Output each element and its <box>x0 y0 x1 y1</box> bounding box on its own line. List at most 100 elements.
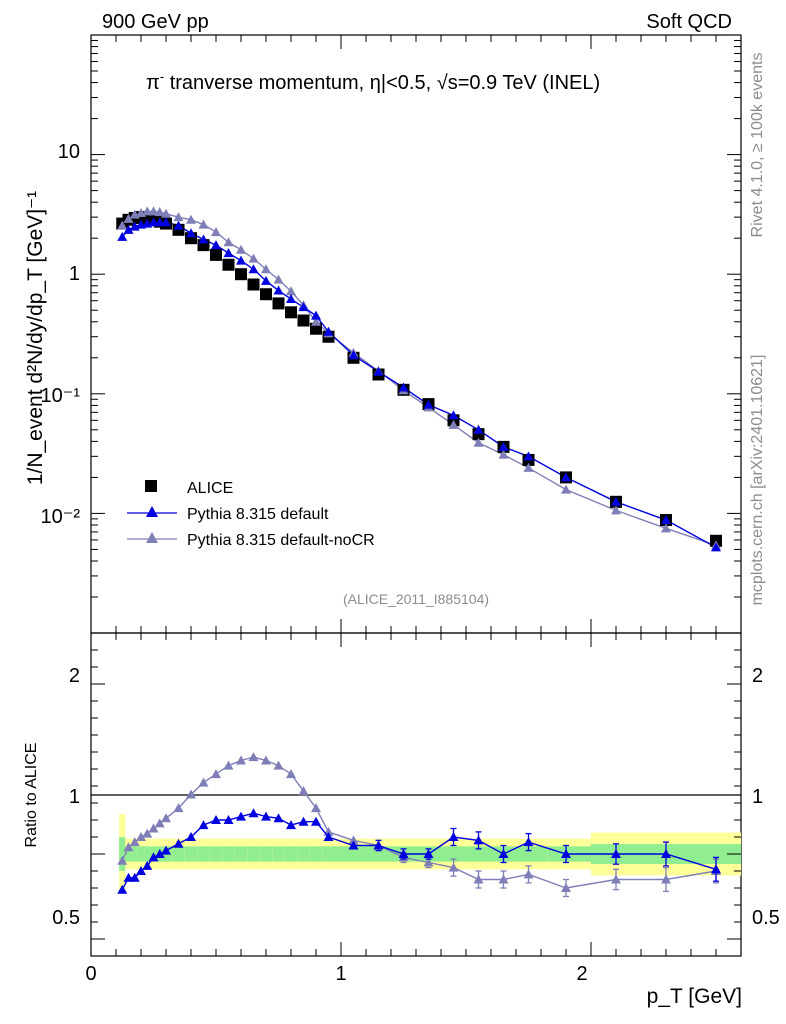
ratio-nocr-point <box>236 755 246 765</box>
ratio-default-point <box>661 849 671 858</box>
title-eta: η|<0.5, <box>370 72 437 94</box>
ratio-default-point <box>211 815 221 824</box>
default-point <box>286 294 296 304</box>
ratio-nocr-point <box>448 862 459 872</box>
nocr-point <box>661 523 671 533</box>
ratio-tick-label-left: 2 <box>69 665 80 687</box>
ratio-default-point <box>611 849 621 858</box>
nocr-point <box>561 484 571 494</box>
nocr-point <box>223 237 234 247</box>
nocr-point <box>286 286 296 296</box>
ratio-default-point <box>117 884 128 894</box>
x-tick-label: 1 <box>335 963 346 985</box>
default-point <box>373 366 384 376</box>
ratio-nocr-point <box>298 786 309 796</box>
band-inner <box>125 846 132 862</box>
legend-label: Pythia 8.315 default <box>187 506 329 523</box>
analysis-tag: (ALICE_2011_I885104) <box>343 591 489 607</box>
ratio-nocr-point <box>223 760 234 770</box>
ratio-nocr-point <box>286 769 296 779</box>
ratio-nocr-point <box>129 837 140 847</box>
main-y-tick-labels: 10 1 10⁻¹ 10⁻² <box>41 141 81 528</box>
nocr-point <box>161 208 171 218</box>
band-inner <box>119 837 126 871</box>
alice-point <box>285 306 297 319</box>
band-inner <box>234 846 248 862</box>
band-inner <box>441 846 466 862</box>
default-point <box>211 240 221 250</box>
ratio-nocr-point <box>661 874 671 884</box>
ratio-nocr-point <box>198 777 209 787</box>
alice-point <box>247 278 260 291</box>
band-inner <box>144 846 151 862</box>
y-axis-label: 1/N_event d²N/dy/dp_T [GeV]⁻¹ <box>24 191 47 485</box>
band-inner <box>284 846 298 862</box>
x-axis-label: p_T [GeV] <box>647 985 742 1008</box>
default-line <box>121 221 717 548</box>
ratio-default-point <box>173 838 184 848</box>
ratio-nocr-point <box>311 803 321 813</box>
ratio-default-point <box>473 835 484 845</box>
ratio-default-point <box>373 840 384 850</box>
default-point <box>248 264 259 274</box>
default-point <box>398 382 409 392</box>
nocr-point <box>498 449 509 459</box>
ratio-tick-label-right: 2 <box>752 665 763 687</box>
rivet-label: Rivet 4.1.0, ≥ 100k events <box>749 53 766 238</box>
ratio-default-point <box>498 849 509 858</box>
ratio-default-point <box>198 820 209 830</box>
legend-marker-default <box>146 506 158 517</box>
band-inner <box>137 846 145 862</box>
default-point <box>173 220 184 230</box>
band-inner <box>197 846 210 862</box>
ratio-nocr-point <box>186 789 196 799</box>
default-point <box>423 399 434 409</box>
ratio-default-point <box>311 816 321 826</box>
default-point <box>236 255 246 265</box>
default-point <box>523 451 534 461</box>
ratio-nocr-point <box>123 842 134 852</box>
ratio-nocr-point <box>161 813 171 823</box>
default-point <box>186 228 196 238</box>
band-inner <box>466 846 491 862</box>
alice-point <box>272 297 285 310</box>
nocr-point <box>117 220 128 230</box>
ratio-y-axis-label: Ratio to ALICE <box>23 743 40 848</box>
ratio-nocr-point <box>261 755 271 765</box>
default-point <box>711 542 721 552</box>
ratio-nocr-point <box>498 874 509 884</box>
default-point <box>311 310 321 320</box>
title-pi: π <box>146 72 160 94</box>
y-tick-label: 10⁻² <box>41 506 81 528</box>
ratio-nocr-point <box>142 828 153 838</box>
nocr-point <box>248 253 259 263</box>
ratio-nocr-point <box>136 832 146 841</box>
legend: ALICE Pythia 8.315 default Pythia 8.315 … <box>127 480 375 549</box>
ratio-y-tick-labels: 2 1 0.5 2 1 0.5 <box>52 665 780 929</box>
band-inner <box>309 846 323 862</box>
alice-point <box>297 314 310 327</box>
nocr-point <box>198 219 209 229</box>
ratio-tick-label-left: 1 <box>69 786 80 808</box>
band-inner <box>272 846 285 862</box>
ratio-tick-label-left: 0.5 <box>52 907 80 929</box>
ratio-default-point <box>154 849 165 858</box>
band-inner <box>209 846 223 862</box>
ratio-nocr-point <box>423 857 434 867</box>
header-left: 900 GeV pp <box>102 11 209 33</box>
band-inner <box>184 846 198 862</box>
title-s: s=0.9 TeV (INEL) <box>448 72 600 94</box>
ratio-nocr-point <box>117 855 128 865</box>
ratio-default-point <box>711 864 721 874</box>
alice-point <box>260 288 272 301</box>
default-point <box>198 234 209 244</box>
ratio-default-point <box>186 832 196 841</box>
ratio-default-point <box>236 811 246 821</box>
ratio-default-point <box>142 860 153 870</box>
title-sup: - <box>160 69 164 84</box>
alice-point <box>210 248 222 261</box>
nocr-point <box>473 437 484 447</box>
ratio-default-point <box>561 849 571 858</box>
nocr-point <box>448 419 459 429</box>
